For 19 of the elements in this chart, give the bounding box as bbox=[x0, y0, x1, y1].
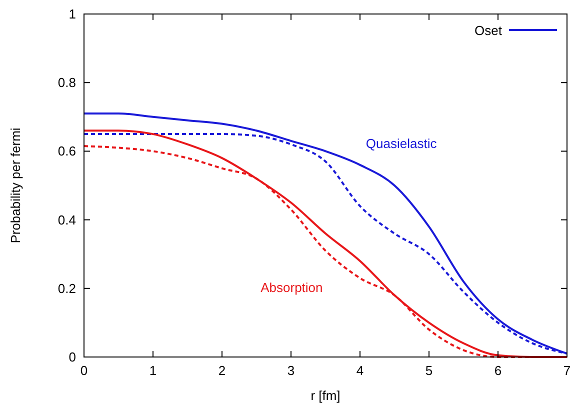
x-tick-label: 6 bbox=[494, 363, 502, 378]
x-tick-label: 5 bbox=[425, 363, 433, 378]
x-tick-label: 2 bbox=[218, 363, 226, 378]
y-tick-label: 0 bbox=[68, 350, 76, 364]
y-tick-label: 0.4 bbox=[58, 212, 76, 228]
x-tick-label: 0 bbox=[80, 363, 88, 378]
x-tick-label: 3 bbox=[287, 363, 295, 378]
x-tick-label: 7 bbox=[563, 363, 571, 378]
y-tick-label: 0.8 bbox=[58, 75, 76, 90]
y-axis-title: Probability per fermi bbox=[8, 128, 23, 244]
x-tick-label: 4 bbox=[356, 363, 364, 378]
y-tick-label: 0.6 bbox=[58, 144, 76, 159]
annotation: Quasielastic bbox=[366, 136, 438, 151]
annotation: Absorption bbox=[260, 280, 323, 295]
x-tick-label: 1 bbox=[149, 363, 157, 378]
legend-label: Oset bbox=[474, 23, 502, 38]
y-tick-label: 0.2 bbox=[58, 280, 76, 296]
y-tick-label: 1 bbox=[68, 6, 76, 22]
x-axis-title: r [fm] bbox=[310, 388, 340, 403]
